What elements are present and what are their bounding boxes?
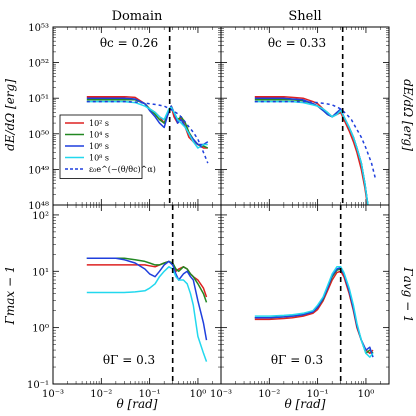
annotation: θc = 0.26 [100, 36, 158, 50]
panel-top-right: θc = 0.33 [220, 26, 390, 206]
y-tick-label: 10¹ [32, 267, 49, 278]
x-tick-label: 10⁻³ [210, 389, 232, 400]
y-tick-label: 10⁵² [28, 59, 49, 70]
series-line [86, 257, 208, 341]
y-tick-label: 10⁵³ [28, 23, 49, 34]
title-left: Domain [112, 9, 163, 24]
x-tick-label: 10⁻¹ [307, 389, 329, 400]
y-tick-label: 10² [32, 211, 49, 222]
panels: 10⁴⁸ 10⁴⁹ 10⁵⁰ 10⁵¹ 10⁵² 10⁵³ θc = 0.26 θc = 0.… [27, 23, 390, 400]
legend-label: 10⁶ s [89, 142, 109, 151]
y-tick-label: 10⁵⁰ [28, 130, 49, 141]
series-line [254, 99, 369, 205]
title-right: Shell [288, 9, 321, 24]
legend: 10² s 10⁴ s 10⁶ s 10⁸ s ε₀e^(−(θ/θc)^α) [59, 114, 156, 179]
series-group [86, 257, 208, 362]
x-tick-label: 10⁻³ [42, 389, 64, 400]
series-group [254, 95, 377, 205]
annotation: θc = 0.33 [268, 36, 326, 50]
ylabel-bottom-right: Γavg − 1 [401, 266, 415, 322]
x-tick-label: 10⁻² [258, 389, 280, 400]
y-tick-label: 10⁵¹ [28, 94, 49, 105]
x-tick-label: 10⁻² [90, 389, 112, 400]
annotation: θΓ = 0.3 [103, 353, 155, 367]
panel-bottom-right: 10⁻³ 10⁻² 10⁻¹ 10⁰ θΓ = 0.3 [210, 204, 390, 400]
legend-label: ε₀e^(−(θ/θc)^α) [89, 165, 156, 174]
legend-label: 10⁴ s [89, 131, 109, 140]
series-group [254, 266, 374, 358]
y-tick-label: 10⁻¹ [27, 380, 49, 391]
ylabel-top-right: dE/dΩ [erg] [401, 79, 415, 151]
x-tick-label: 10⁰ [358, 389, 375, 400]
panel-bottom-left: 10⁻³ 10⁻² 10⁻¹ 10⁰ 10⁻¹ 10⁰ 10¹ 10² θΓ = 0.3 [27, 204, 222, 400]
y-tick-label: 10⁰ [32, 324, 49, 335]
series-line [254, 100, 369, 205]
series-line [86, 266, 208, 362]
series-line [254, 97, 369, 205]
y-tick-label: 10⁴⁸ [28, 201, 49, 212]
ylabel-bottom-left: Γmax − 1 [3, 266, 17, 326]
series-line [86, 100, 209, 164]
xlabel-right: θ [rad] [285, 397, 326, 411]
series-line [86, 260, 208, 298]
series-line [254, 266, 374, 358]
ylabel-top-left: dE/dΩ [erg] [3, 79, 17, 151]
y-tick-label: 10⁴⁹ [28, 165, 49, 176]
xlabel-left: θ [rad] [117, 397, 158, 411]
x-tick-label: 10⁰ [190, 389, 207, 400]
axes-frame [220, 204, 390, 385]
series-line [254, 95, 369, 205]
x-tick-label: 10⁻¹ [139, 389, 161, 400]
legend-label: 10² s [89, 119, 109, 128]
annotation: θΓ = 0.3 [271, 353, 323, 367]
legend-label: 10⁸ s [89, 154, 109, 163]
series-line [254, 100, 377, 181]
